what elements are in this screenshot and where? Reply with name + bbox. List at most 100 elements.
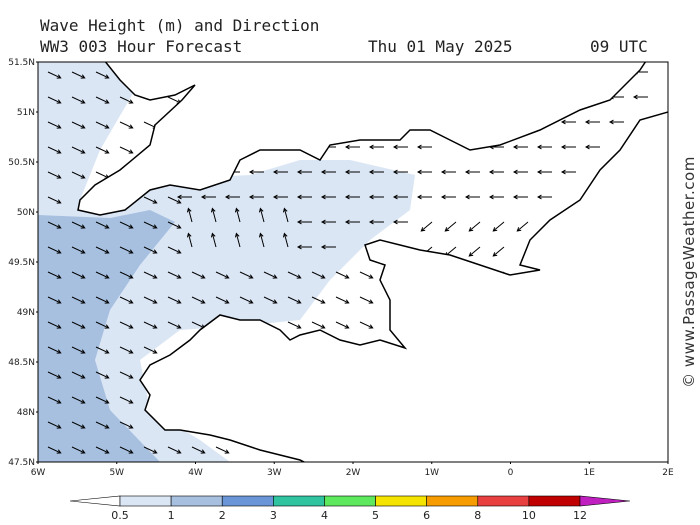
- direction-arrow: [71, 321, 86, 329]
- direction-arrow: [320, 244, 336, 250]
- subtitle: WW3 003 Hour Forecast: [40, 37, 242, 56]
- direction-arrow: [167, 196, 182, 204]
- direction-arrow: [95, 321, 110, 329]
- direction-arrow: [282, 207, 289, 223]
- direction-arrow: [536, 169, 552, 175]
- direction-arrow: [119, 346, 134, 354]
- direction-arrow: [119, 96, 134, 104]
- direction-arrow: [47, 346, 62, 354]
- direction-arrow: [492, 221, 505, 232]
- direction-arrow: [560, 119, 576, 125]
- direction-arrow: [344, 219, 360, 225]
- direction-arrow: [560, 169, 576, 175]
- direction-arrow: [119, 146, 134, 154]
- colorbar-box: [324, 495, 376, 507]
- direction-arrow: [392, 169, 408, 175]
- direction-arrow: [296, 169, 312, 175]
- colorbar-label: 0.5: [111, 509, 129, 522]
- direction-arrow: [335, 271, 350, 279]
- colorbar-label: 4: [321, 509, 328, 522]
- direction-arrow: [344, 194, 360, 200]
- colorbar-over: [579, 495, 631, 507]
- direction-arrow: [584, 144, 600, 150]
- lon-label: 0: [508, 468, 514, 478]
- direction-arrow: [71, 246, 86, 254]
- direction-arrow: [71, 271, 86, 279]
- direction-arrow: [359, 271, 374, 279]
- direction-arrow: [210, 232, 217, 248]
- direction-arrow: [512, 169, 528, 175]
- france-coast: [139, 111, 668, 462]
- colorbar-label: 12: [573, 509, 587, 522]
- direction-arrow: [71, 296, 86, 304]
- direction-arrow: [143, 321, 158, 329]
- direction-arrow: [143, 196, 158, 204]
- direction-arrow: [359, 296, 374, 304]
- direction-arrow: [71, 221, 86, 229]
- direction-arrow: [392, 144, 408, 150]
- direction-arrow: [488, 194, 504, 200]
- lat-label: 48.5N: [8, 358, 35, 368]
- direction-arrow: [71, 121, 86, 129]
- direction-arrow: [468, 246, 481, 257]
- lat-label: 48N: [17, 408, 35, 418]
- direction-arrow: [282, 232, 289, 248]
- direction-arrow: [95, 71, 110, 79]
- lon-label: 2E: [662, 468, 674, 478]
- direction-arrow: [359, 321, 374, 329]
- direction-arrow: [335, 321, 350, 329]
- direction-arrow: [95, 346, 110, 354]
- direction-arrow: [320, 169, 336, 175]
- colorbar-box: [375, 495, 427, 507]
- direction-arrow: [186, 232, 193, 248]
- direction-arrow: [167, 246, 182, 254]
- direction-arrow: [584, 119, 600, 125]
- lon-label: 6W: [31, 468, 46, 478]
- direction-arrow: [311, 321, 326, 329]
- direction-arrow: [47, 196, 62, 204]
- direction-arrow: [392, 219, 408, 225]
- direction-arrow: [368, 219, 384, 225]
- colorbar-label: 10: [522, 509, 536, 522]
- direction-arrow: [95, 271, 110, 279]
- date: Thu 01 May 2025: [368, 37, 513, 56]
- direction-arrow: [536, 144, 552, 150]
- lat-label: 50.5N: [8, 158, 35, 168]
- direction-arrow: [464, 169, 480, 175]
- direction-arrow: [440, 194, 456, 200]
- direction-arrow: [263, 296, 278, 304]
- direction-arrow: [119, 121, 134, 129]
- direction-arrow: [95, 371, 110, 379]
- direction-arrow: [536, 194, 552, 200]
- direction-arrow: [186, 207, 193, 223]
- direction-arrow: [47, 246, 62, 254]
- title: Wave Height (m) and Direction: [40, 16, 319, 35]
- direction-arrow: [143, 296, 158, 304]
- direction-arrow: [47, 321, 62, 329]
- direction-arrow: [71, 171, 86, 179]
- direction-arrow: [71, 346, 86, 354]
- direction-arrow: [47, 396, 62, 404]
- direction-arrow: [143, 346, 158, 354]
- direction-arrow: [119, 396, 134, 404]
- direction-arrow: [47, 296, 62, 304]
- direction-arrow: [71, 371, 86, 379]
- colorbar-label: 1: [168, 509, 175, 522]
- lat-label: 49N: [17, 308, 35, 318]
- direction-arrow: [560, 144, 576, 150]
- direction-arrow: [368, 144, 384, 150]
- direction-arrow: [143, 221, 158, 229]
- direction-arrow: [320, 194, 336, 200]
- direction-arrow: [492, 246, 505, 257]
- direction-arrow: [191, 446, 206, 454]
- direction-arrow: [119, 246, 134, 254]
- direction-arrow: [215, 446, 230, 454]
- direction-arrow: [119, 221, 134, 229]
- direction-arrow: [263, 271, 278, 279]
- lon-label: 4W: [188, 468, 203, 478]
- colorbar-box: [426, 495, 479, 507]
- direction-arrow: [119, 321, 134, 329]
- colorbar-box: [221, 495, 274, 507]
- wave-zone-light: [38, 62, 415, 462]
- direction-arrow: [632, 94, 648, 100]
